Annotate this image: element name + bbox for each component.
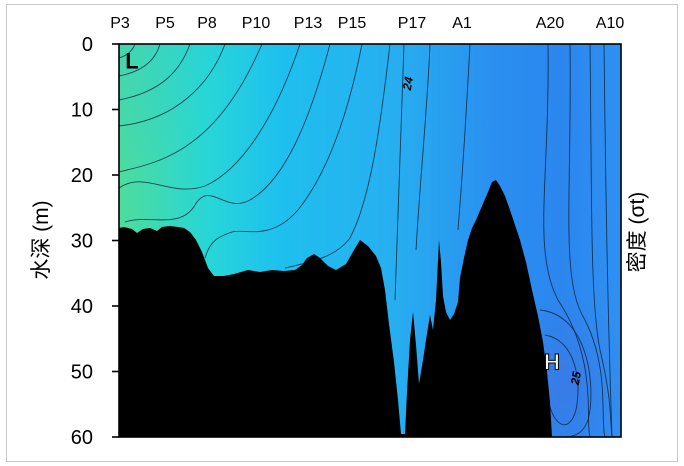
y-tick-label-4: 40 bbox=[71, 296, 93, 318]
y-axis: 0 10 20 30 40 50 60 bbox=[71, 34, 119, 449]
station-label-p15: P15 bbox=[338, 15, 367, 32]
y-tick-label-2: 20 bbox=[71, 165, 93, 187]
station-label-p13: P13 bbox=[294, 15, 323, 32]
y-axis-title: 水深 (m) bbox=[30, 200, 53, 279]
station-label-a20: A20 bbox=[536, 15, 565, 32]
station-label-p3: P3 bbox=[110, 15, 130, 32]
y-tick-label-5: 50 bbox=[71, 362, 93, 384]
station-label-p5: P5 bbox=[155, 15, 175, 32]
figure-border bbox=[6, 4, 678, 462]
station-label-p17: P17 bbox=[398, 15, 427, 32]
y-tick-label-0: 0 bbox=[82, 34, 93, 56]
seabed-silhouette bbox=[119, 180, 552, 437]
contour-label-0: 24 bbox=[400, 75, 416, 92]
marker-h: H bbox=[544, 350, 560, 375]
station-label-a10: A10 bbox=[596, 15, 625, 32]
y-tick-label-3: 30 bbox=[71, 231, 93, 253]
contour-labels: 24 25 bbox=[400, 75, 584, 387]
station-labels: P3 P5 P8 P10 P13 P15 P17 A1 A20 A10 bbox=[110, 15, 624, 32]
extreme-markers: LH bbox=[125, 48, 560, 375]
contour-lines bbox=[119, 44, 613, 437]
station-label-a1: A1 bbox=[452, 15, 472, 32]
low-density-core bbox=[119, 44, 295, 235]
y-tick-label-1: 10 bbox=[71, 100, 93, 122]
station-label-p8: P8 bbox=[197, 15, 217, 32]
right-axis-title: 密度 (σt) bbox=[626, 192, 649, 273]
contour-label-1: 25 bbox=[568, 370, 584, 387]
y-tick-label-6: 60 bbox=[71, 427, 93, 449]
station-label-p10: P10 bbox=[242, 15, 271, 32]
marker-l: L bbox=[125, 48, 138, 73]
